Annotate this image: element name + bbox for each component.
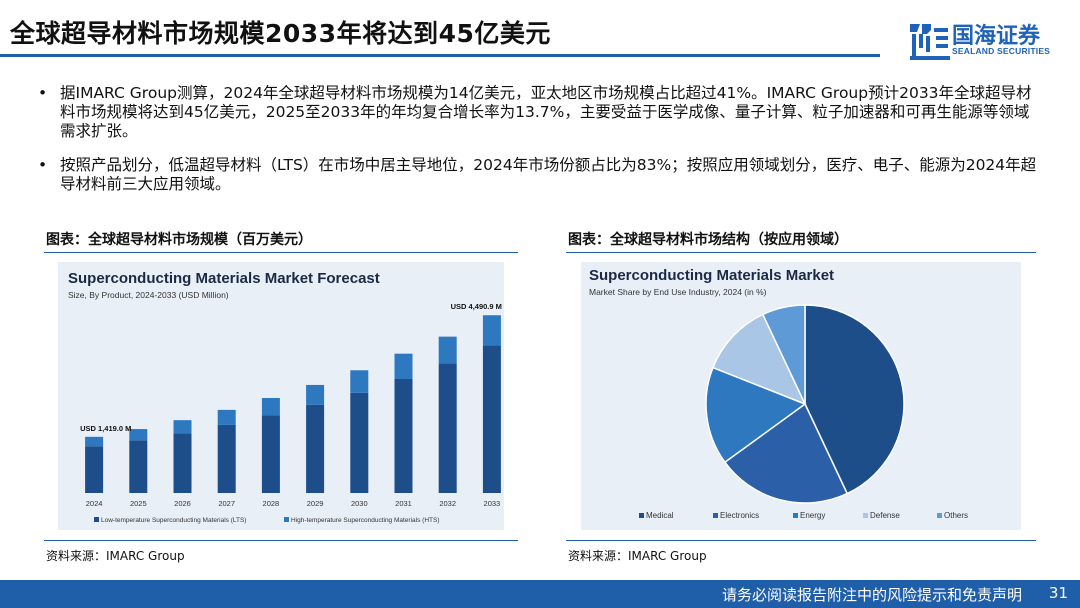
- pie-slice-electronics: [723, 402, 849, 504]
- pie-slice-defense: [711, 313, 807, 406]
- bar-hts-2032: [438, 336, 457, 364]
- left-panel-title: 图表：全球超导材料市场规模（百万美元）: [46, 232, 312, 248]
- bar-lts-2032: [438, 363, 457, 493]
- right-panel-bottom-rule: [566, 540, 1036, 541]
- bar-hts-2024: [85, 436, 104, 447]
- pie-slice-energy: [705, 366, 807, 464]
- legend-label: Low-temperature Superconducting Material…: [101, 517, 246, 524]
- legend-label: Defense: [870, 511, 900, 520]
- bar-hts-2026: [173, 420, 192, 434]
- bar-lts-2025: [129, 440, 148, 493]
- legend-swatch: [793, 513, 798, 518]
- bullet-item-2: • 按照产品划分，低温超导材料（LTS）在市场中居主导地位，2024年市场份额占…: [38, 156, 1038, 194]
- pie-chart-title: Superconducting Materials Market: [589, 267, 834, 284]
- bar-lts-2026: [173, 433, 192, 493]
- right-panel-top-rule: [566, 252, 1036, 253]
- left-panel-bottom-rule: [44, 540, 518, 541]
- x-tick-label: 2031: [395, 499, 412, 508]
- pie-legend: Medical Electronics Energy Defense Others: [639, 511, 968, 520]
- title-underline: [0, 54, 880, 57]
- legend-label: High-temperature Superconducting Materia…: [291, 517, 439, 524]
- legend-swatch: [284, 517, 289, 522]
- x-tick-label: 2026: [174, 499, 191, 508]
- market-structure-svg: Superconducting Materials Market Market …: [589, 267, 968, 520]
- bar-lts-2027: [217, 424, 236, 493]
- x-tick-label: 2029: [307, 499, 324, 508]
- bullet-text-1: 据IMARC Group测算，2024年全球超导材料市场规模为14亿美元，亚太地…: [60, 84, 1032, 140]
- legend-label: Others: [944, 511, 968, 520]
- pie-chart-subtitle: Market Share by End Use Industry, 2024 (…: [589, 287, 767, 297]
- left-panel-top-rule: [44, 252, 518, 253]
- footer-bar: [0, 580, 1080, 608]
- legend-label: Electronics: [720, 511, 759, 520]
- page-title: 全球超导材料市场规模2033年将达到45亿美元: [10, 19, 551, 48]
- legend-swatch: [937, 513, 942, 518]
- page-number: 31: [1048, 584, 1068, 602]
- legend-swatch: [863, 513, 868, 518]
- x-tick-label: 2033: [484, 499, 501, 508]
- bullet-dot: •: [38, 84, 48, 102]
- market-forecast-chart: Superconducting Materials Market Forecas…: [58, 262, 504, 530]
- footer-disclaimer: 请务必阅读报告附注中的风险提示和免责声明: [721, 586, 1022, 604]
- x-tick-label: 2030: [351, 499, 368, 508]
- bar-marks: 2024 2025 2026 2027 2028 2029 2030 2031 2032 2033…: [80, 302, 502, 508]
- sealand-logo: [910, 24, 950, 60]
- logo-chinese-name: 国海证券: [952, 24, 1041, 49]
- bar-total-label: USD 1,419.0 M: [80, 424, 131, 433]
- bar-hts-2030: [350, 370, 369, 393]
- bullet-item-1: • 据IMARC Group测算，2024年全球超导材料市场规模为14亿美元，亚…: [38, 84, 1038, 141]
- bar-hts-2027: [217, 409, 236, 425]
- legend-swatch: [94, 517, 99, 522]
- x-tick-label: 2032: [439, 499, 456, 508]
- legend-label: Medical: [646, 511, 674, 520]
- left-source-note: 资料来源：IMARC Group: [46, 549, 185, 563]
- pie-slice-others: [761, 304, 806, 405]
- bar-hts-2033: [482, 315, 501, 346]
- bar-hts-2025: [129, 429, 148, 441]
- legend-label: Energy: [800, 511, 825, 520]
- bar-lts-2024: [85, 446, 104, 493]
- sealand-logo-mark-icon: [910, 24, 950, 60]
- x-tick-label: 2027: [218, 499, 235, 508]
- market-structure-chart: Superconducting Materials Market Market …: [581, 262, 1021, 530]
- right-panel-title: 图表：全球超导材料市场结构（按应用领域）: [568, 232, 848, 248]
- bar-hts-2029: [306, 384, 325, 405]
- bar-chart-subtitle: Size, By Product, 2024-2033 (USD Million…: [68, 290, 229, 300]
- bullet-text-2: 按照产品划分，低温超导材料（LTS）在市场中居主导地位，2024年市场份额占比为…: [60, 156, 1037, 193]
- legend-swatch: [713, 513, 718, 518]
- bar-lts-2028: [261, 415, 280, 493]
- legend-swatch: [639, 513, 644, 518]
- bar-legend: Low-temperature Superconducting Material…: [94, 517, 439, 524]
- right-source-note: 资料来源：IMARC Group: [568, 549, 707, 563]
- bar-chart-title: Superconducting Materials Market Forecas…: [68, 270, 380, 287]
- bar-lts-2029: [306, 404, 325, 493]
- bar-hts-2031: [394, 353, 413, 379]
- pie-marks: [705, 304, 905, 504]
- bullet-dot: •: [38, 156, 48, 174]
- bar-lts-2033: [482, 345, 501, 493]
- bar-hts-2028: [261, 398, 280, 416]
- market-forecast-svg: Superconducting Materials Market Forecas…: [68, 270, 502, 524]
- x-tick-label: 2025: [130, 499, 147, 508]
- bar-lts-2031: [394, 379, 413, 493]
- logo-english-name: SEALAND SECURITIES: [952, 46, 1051, 56]
- bar-lts-2030: [350, 392, 369, 493]
- bar-total-label: USD 4,490.9 M: [451, 302, 502, 311]
- x-tick-label: 2028: [263, 499, 280, 508]
- pie-slice-medical: [804, 304, 905, 495]
- x-tick-label: 2024: [86, 499, 103, 508]
